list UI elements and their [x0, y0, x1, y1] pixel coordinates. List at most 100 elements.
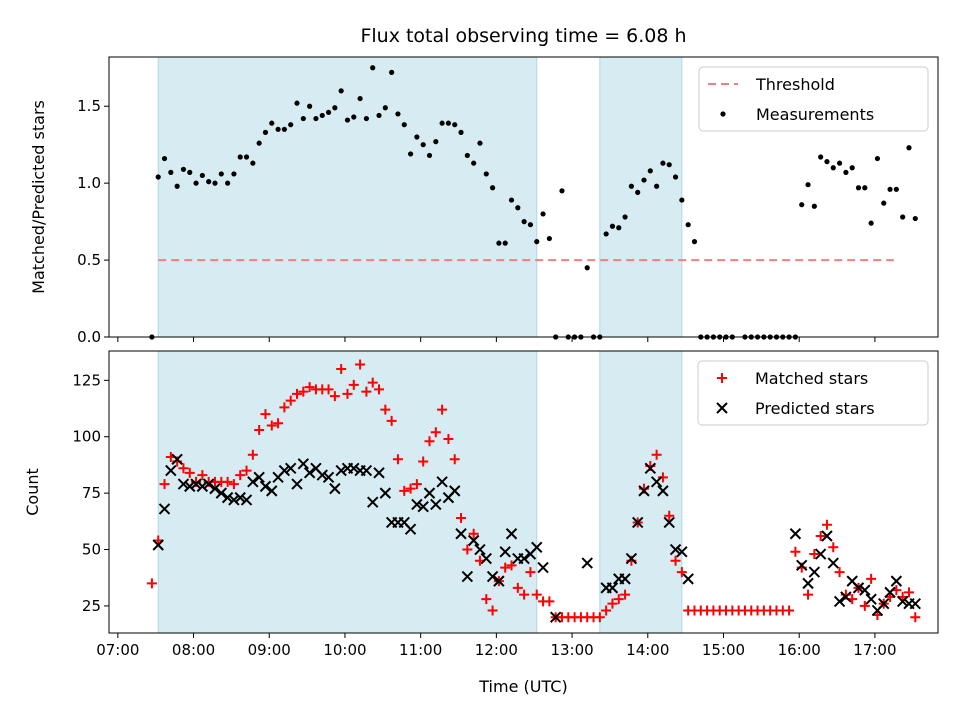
data-point [669, 543, 682, 556]
x-axis-label: Time (UTC) [478, 677, 567, 696]
data-point [546, 235, 552, 242]
data-point [338, 88, 344, 94]
data-point [912, 215, 918, 222]
data-point [525, 567, 536, 578]
y-tick-label: 0.0 [77, 328, 101, 346]
legend: Threshold Measurements [698, 66, 929, 132]
data-point [300, 115, 306, 122]
data-point [360, 464, 373, 477]
legend-label: Predicted stars [755, 399, 875, 418]
data-point [601, 605, 612, 616]
data-point [404, 523, 417, 535]
data-point [843, 169, 849, 175]
data-point [177, 478, 190, 490]
data-point [152, 539, 164, 551]
x-tick-label: 12:00 [475, 641, 518, 659]
data-point [884, 586, 896, 599]
data-point [158, 503, 171, 515]
data-point [502, 240, 508, 246]
data-point [474, 543, 486, 556]
y-tick-label: 125 [72, 371, 101, 389]
data-point [903, 587, 914, 598]
data-point [896, 595, 909, 608]
data-point [243, 154, 250, 160]
x-tick-label: 09:00 [248, 641, 291, 659]
data-point [811, 203, 817, 209]
data-point [508, 197, 515, 203]
data-point [228, 479, 239, 490]
data-point [815, 530, 826, 541]
data-point [456, 512, 467, 523]
data-point [420, 142, 426, 148]
data-point [607, 598, 618, 609]
data-point [197, 470, 208, 481]
data-point [814, 548, 827, 560]
data-point [464, 152, 470, 159]
data-point [887, 186, 893, 192]
data-point [357, 95, 363, 102]
data-point [221, 491, 234, 504]
data-point [559, 188, 565, 194]
data-point [540, 211, 546, 217]
y-axis-label: Matched/Predicted stars [29, 100, 48, 294]
data-point [196, 480, 209, 493]
data-point [259, 480, 272, 493]
data-point [613, 594, 624, 605]
data-point [483, 171, 489, 177]
data-point [443, 433, 454, 444]
x-tick-label: 17:00 [853, 641, 896, 659]
x-tick-label: 13:00 [550, 641, 593, 659]
data-point [859, 584, 871, 596]
plot-frame [108, 350, 939, 634]
data-point [836, 160, 843, 166]
data-point [620, 589, 631, 600]
data-point [900, 214, 906, 220]
x-tick-label: 10:00 [323, 641, 366, 659]
data-point [909, 597, 921, 610]
data-point [401, 122, 407, 128]
data-point [641, 177, 647, 183]
data-point [281, 126, 287, 132]
data-point [363, 115, 370, 122]
data-point [799, 202, 805, 208]
legend-marker [716, 402, 728, 414]
legend-marker [720, 111, 726, 117]
data-point [606, 582, 619, 594]
data-point [868, 220, 874, 226]
data-point [603, 231, 609, 237]
data-point [285, 395, 296, 406]
data-point [184, 480, 196, 493]
data-point [418, 456, 429, 467]
data-point [215, 487, 228, 499]
data-point [335, 464, 347, 477]
data-point [505, 528, 518, 540]
data-point [657, 485, 669, 497]
data-point [849, 165, 855, 171]
data-point [486, 570, 499, 583]
data-point [260, 409, 271, 420]
data-point [178, 463, 189, 474]
data-point [685, 222, 691, 228]
data-point [199, 172, 205, 179]
data-point [234, 491, 246, 504]
data-point [433, 139, 439, 145]
data-point [866, 573, 877, 584]
data-point [373, 467, 385, 479]
data-point [329, 482, 341, 495]
data-point [628, 183, 634, 189]
data-point [910, 612, 921, 623]
data-point [818, 154, 824, 160]
data-point [657, 472, 668, 483]
x-tick-label: 08:00 [172, 641, 215, 659]
panel-ratio: 0.0 0.5 1.0 1.5 Matched/Predicted stars Thres… [29, 56, 939, 346]
data-point [269, 120, 275, 126]
data-point [515, 205, 521, 211]
data-point [549, 611, 562, 623]
data-point [672, 174, 679, 180]
data-point [254, 424, 265, 435]
y-tick-label: 1.5 [77, 97, 101, 115]
data-point [389, 69, 395, 75]
data-point [452, 122, 458, 128]
data-point [676, 567, 687, 578]
data-point [790, 546, 801, 557]
